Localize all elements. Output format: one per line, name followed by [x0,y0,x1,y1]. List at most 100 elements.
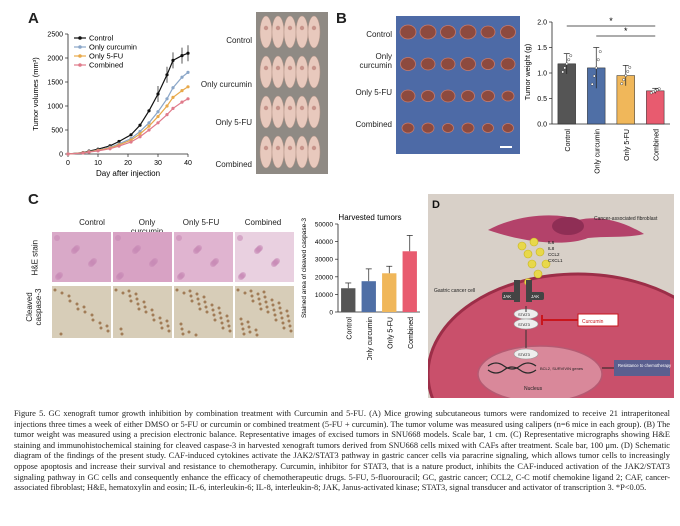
y-tick-label: 30000 [315,257,333,264]
mouse [283,55,297,89]
series-point [156,110,160,114]
caspase-stain [167,329,171,333]
stat3-1-label: STAT3 [518,312,531,317]
series-point [186,97,190,101]
caspase-bar-chart: Harvested tumors 0 10000 20000 30000 40000 50… [301,213,420,360]
caspase-stain [53,288,57,292]
caspase-stain [239,317,243,321]
data-point [596,58,600,62]
caspase-stain [205,310,209,314]
caspase-stain [227,324,231,328]
pathway-diagram: D Cancer-associated fibroblast IL6 IL8 C… [428,194,674,398]
mouse [295,15,309,49]
he-texture [115,235,121,241]
legend-label: Only curcumin [89,43,137,52]
series-point [129,140,133,144]
tumor-on-mouse [311,105,317,111]
tumor-label-curcumin: Only curcumin [359,52,392,70]
caspase-stain [67,294,71,298]
caspase-stain [259,307,263,311]
panel-a-label: A [28,10,39,27]
mice-photo [256,12,328,174]
mouse [295,95,309,129]
tumor-on-mouse [263,105,269,111]
caf-label: Cancer-associated fibroblast [594,216,658,222]
data-point [657,87,661,91]
caspase-stain [281,321,285,325]
he-texture [176,235,182,241]
caspase-stain [119,327,123,331]
legend-label: Only 5-FU [89,52,123,61]
he-texture [196,245,202,251]
caspase-stain [265,305,269,309]
tumor-row-labels: Control Only curcumin Only 5-FU Combined [336,26,394,156]
series-point [171,86,175,90]
y-tick-label: 500 [51,128,63,135]
data-point [628,65,632,69]
x-tick-label: Combined [653,129,660,161]
y-tick-label: 40000 [315,239,333,246]
caspase-stain [247,325,251,329]
tumor-sample [440,25,456,39]
caspase-stain [198,307,202,311]
caspase-stain [289,329,293,333]
caspase-stain [266,310,270,314]
chart-a-xlabel: Day after injection [96,169,160,178]
tumor-sample [460,57,476,71]
x-tick-label: Only 5-FU [624,129,631,161]
caspase-stain [159,321,163,325]
bar [382,273,397,312]
caspase-stain [251,299,255,303]
caspase-stain [221,326,225,330]
tumor-sample [500,57,516,71]
tumor-label-5fu: Only 5-FU [355,88,392,97]
caspase-stain [150,308,154,312]
caspase-stain [264,300,268,304]
x-tick-label: 40 [184,160,192,167]
cytokine-il8: IL8 [548,246,555,251]
series-point [171,106,175,110]
series-point [180,89,184,93]
data-point [626,70,630,73]
caspase-stain [165,319,169,323]
caspase-stain [127,289,131,293]
caspase-stain [196,297,200,301]
caspase-stain [279,311,283,315]
tumor-on-mouse [275,145,281,151]
caspase-stain [277,301,281,305]
col-5fu: Only 5-FU [182,218,220,227]
tumor-sample [420,57,436,71]
tumor-on-mouse [299,25,305,31]
caspase-stain [182,291,186,295]
tumor-on-mouse [287,105,293,111]
caspase-stain [189,294,193,298]
col-combined: Combined [244,218,282,227]
he-texture [54,235,60,241]
series-point [156,114,160,119]
legend-marker [78,54,82,58]
tumor-sample [440,57,456,71]
caspase-stain [225,314,229,318]
panel-c-label: C [28,191,39,208]
series-point [96,149,100,153]
bar [361,281,376,312]
caspase-stain [143,305,147,309]
genes-label: BCL2, SURVIVIN genes [540,366,583,371]
chart-c-ylabel: Stained area of cleaved caspase-3 [301,218,308,318]
tumor-on-mouse [299,65,305,71]
caspase-stain [128,294,132,298]
data-point [622,78,626,82]
tumor-on-mouse [311,25,317,31]
caspase-stain [278,306,282,310]
chart-a-ylabel: Tumor volumes (mm³) [31,57,40,131]
caspase-stain [218,311,222,315]
caspase-stain [256,292,260,296]
series-point [117,144,121,148]
series-point [156,121,160,125]
caspase-stain [263,295,267,299]
data-point [565,62,569,66]
legend-marker [78,63,82,67]
tumor-on-mouse [263,145,269,151]
y-tick-label: 1500 [47,80,63,87]
caspase-stain [136,302,140,306]
